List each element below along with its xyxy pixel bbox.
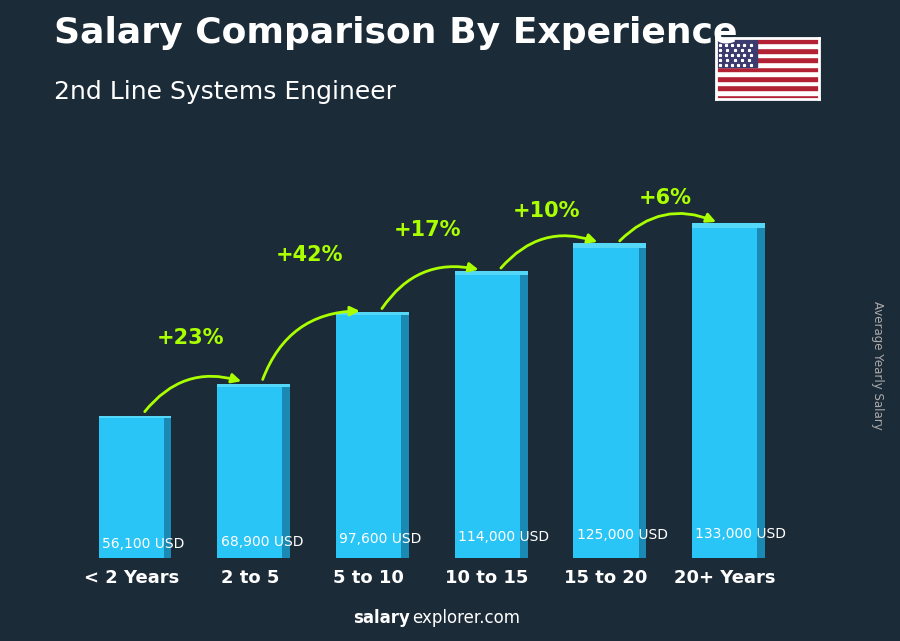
Text: salary: salary [353,609,410,627]
Bar [716,38,819,43]
Bar [217,384,290,387]
Bar [716,71,819,76]
FancyArrowPatch shape [382,263,475,308]
Bar [98,419,164,558]
Bar [692,222,765,228]
Bar [98,417,172,419]
FancyArrowPatch shape [263,307,356,379]
Text: 97,600 USD: 97,600 USD [339,531,422,545]
Text: 2nd Line Systems Engineer: 2nd Line Systems Engineer [54,80,396,104]
Text: 133,000 USD: 133,000 USD [696,527,787,541]
Bar [757,228,765,558]
Bar [454,275,520,558]
Bar [336,312,409,315]
Text: +10%: +10% [513,201,580,221]
Bar [520,275,527,558]
Bar [573,247,638,558]
Text: 114,000 USD: 114,000 USD [458,529,549,544]
Bar [573,243,646,247]
Text: +17%: +17% [394,221,462,240]
Bar [716,85,819,90]
Bar [716,43,819,48]
Bar [716,38,757,67]
Bar [454,271,527,275]
Text: Average Yearly Salary: Average Yearly Salary [871,301,884,429]
FancyArrowPatch shape [501,235,594,268]
Text: Salary Comparison By Experience: Salary Comparison By Experience [54,16,737,50]
Bar [716,67,819,71]
Bar [283,387,290,558]
Bar [692,228,757,558]
Bar [716,95,819,99]
Bar [217,387,283,558]
Bar [164,419,172,558]
Bar [716,53,819,57]
Text: 56,100 USD: 56,100 USD [102,537,184,551]
FancyArrowPatch shape [620,213,713,241]
Bar [716,48,819,53]
Bar [716,90,819,95]
Bar [716,62,819,67]
Text: +23%: +23% [157,328,224,348]
Bar [336,315,401,558]
Text: 68,900 USD: 68,900 USD [220,535,303,549]
Bar [716,57,819,62]
Bar [716,81,819,85]
Bar [638,247,646,558]
Text: +42%: +42% [275,246,343,265]
Text: explorer.com: explorer.com [412,609,520,627]
FancyArrowPatch shape [145,374,238,412]
Bar [401,315,409,558]
Bar [716,76,819,81]
Text: 125,000 USD: 125,000 USD [577,528,668,542]
Text: +6%: +6% [639,188,692,208]
